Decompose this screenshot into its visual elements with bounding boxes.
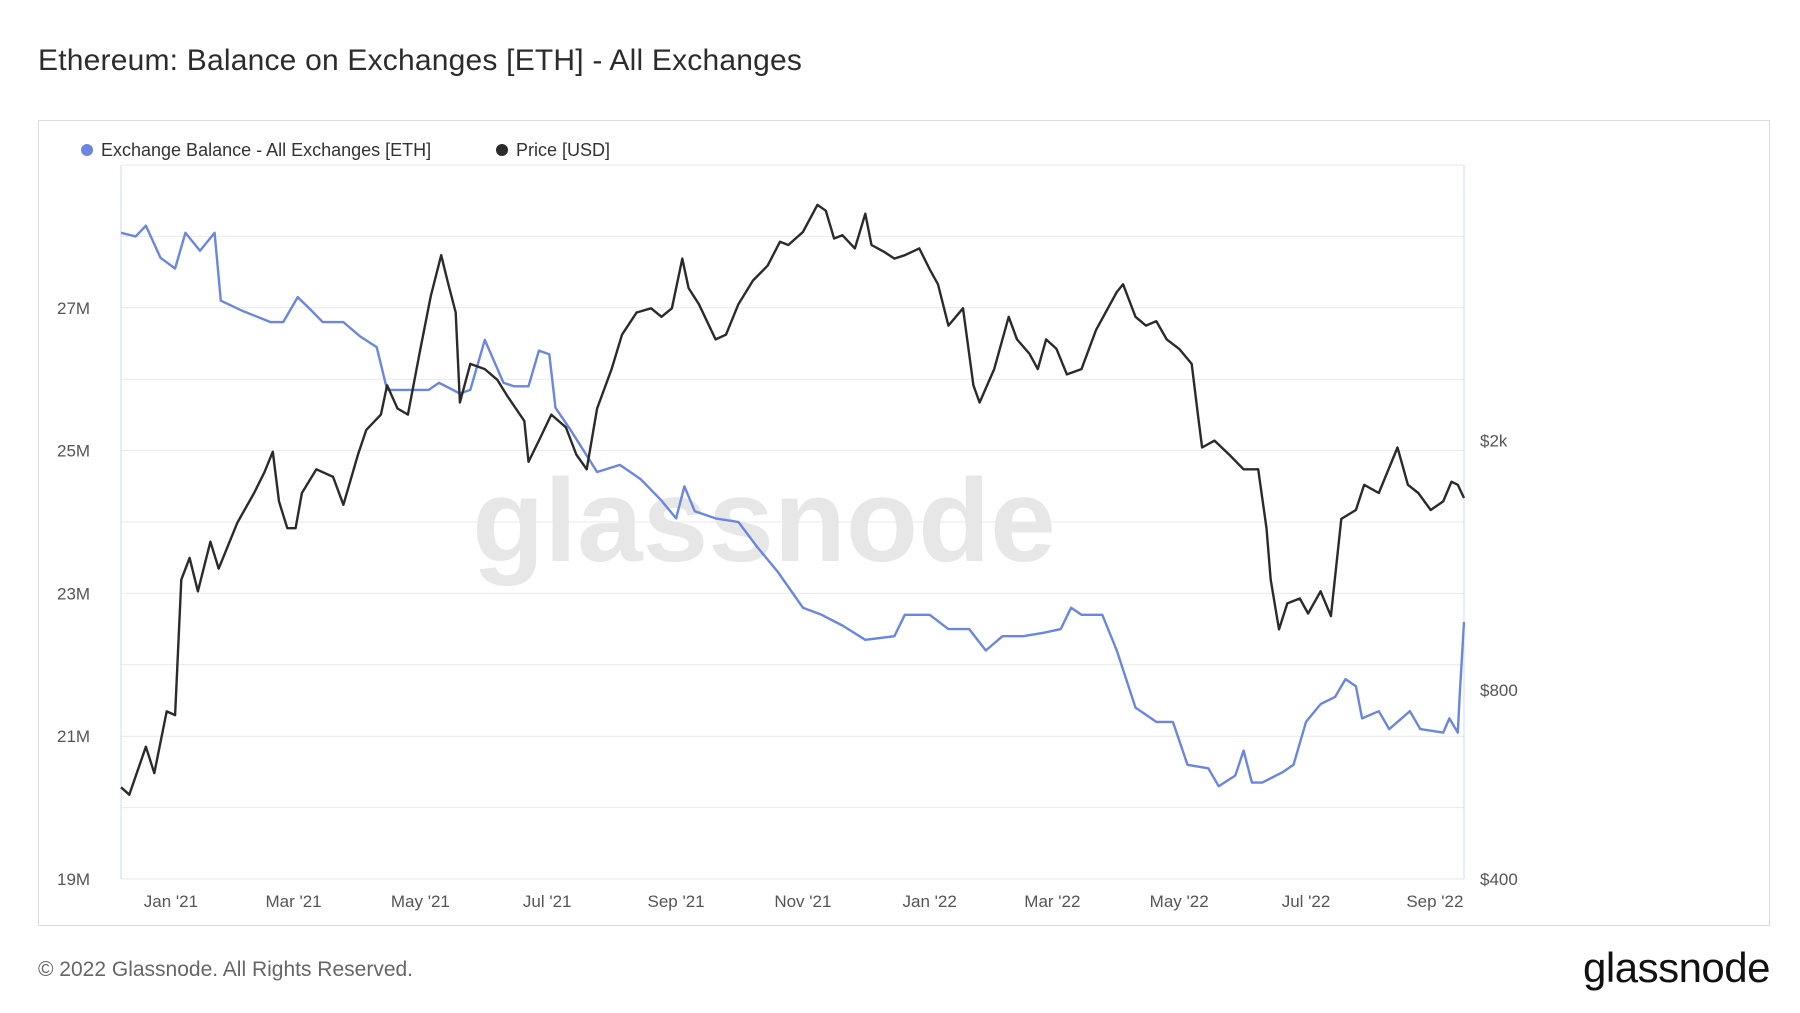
brand-logo: glassnode (1583, 944, 1770, 991)
x-tick-label: Jul '21 (523, 892, 572, 911)
x-tick-label: Jan '21 (144, 892, 198, 911)
y-left-tick-label: 27M (57, 299, 90, 318)
legend-marker-price (496, 144, 508, 156)
legend-item-price[interactable]: Price [USD] (496, 140, 610, 160)
series (120, 203, 1466, 796)
y-left-tick-label: 25M (57, 442, 90, 461)
chart: Exchange Balance - All Exchanges [ETH] P… (57, 140, 1518, 911)
x-tick-label: Sep '22 (1406, 892, 1463, 911)
series-line-price[interactable] (120, 203, 1466, 796)
y-right-tick-label: $400 (1480, 870, 1518, 889)
x-tick-label: Mar '22 (1024, 892, 1080, 911)
chart-panel: Exchange Balance - All Exchanges [ETH] P… (38, 120, 1770, 926)
x-tick-label: May '21 (391, 892, 450, 911)
chart-title: Ethereum: Balance on Exchanges [ETH] - A… (38, 44, 803, 77)
x-tick-label: Mar '21 (265, 892, 321, 911)
y-right-tick-label: $800 (1480, 681, 1518, 700)
legend-label-price: Price [USD] (516, 140, 610, 160)
x-tick-label: Jan '22 (903, 892, 957, 911)
legend-item-balance[interactable]: Exchange Balance - All Exchanges [ETH] (81, 140, 431, 160)
legend-label-balance: Exchange Balance - All Exchanges [ETH] (101, 140, 431, 160)
grid (121, 235, 1464, 809)
y-left-tick-label: 21M (57, 727, 90, 746)
y-left-tick-label: 23M (57, 584, 90, 603)
x-tick-label: Sep '21 (648, 892, 705, 911)
series-line-exchange-balance[interactable] (120, 224, 1466, 788)
watermark: glassnode (472, 455, 1056, 587)
legend: Exchange Balance - All Exchanges [ETH] P… (81, 140, 610, 160)
y-right-tick-label: $2k (1480, 432, 1508, 451)
copyright-footer: © 2022 Glassnode. All Rights Reserved. (38, 958, 414, 981)
x-tick-label: May '22 (1150, 892, 1209, 911)
x-tick-label: Nov '21 (774, 892, 831, 911)
axes: 19M 21M 23M 25M 27M $400 $800 $2k Jan '21 Mar '21… (57, 164, 1518, 911)
legend-marker-balance (81, 144, 93, 156)
y-left-tick-label: 19M (57, 870, 90, 889)
x-tick-label: Jul '22 (1282, 892, 1331, 911)
